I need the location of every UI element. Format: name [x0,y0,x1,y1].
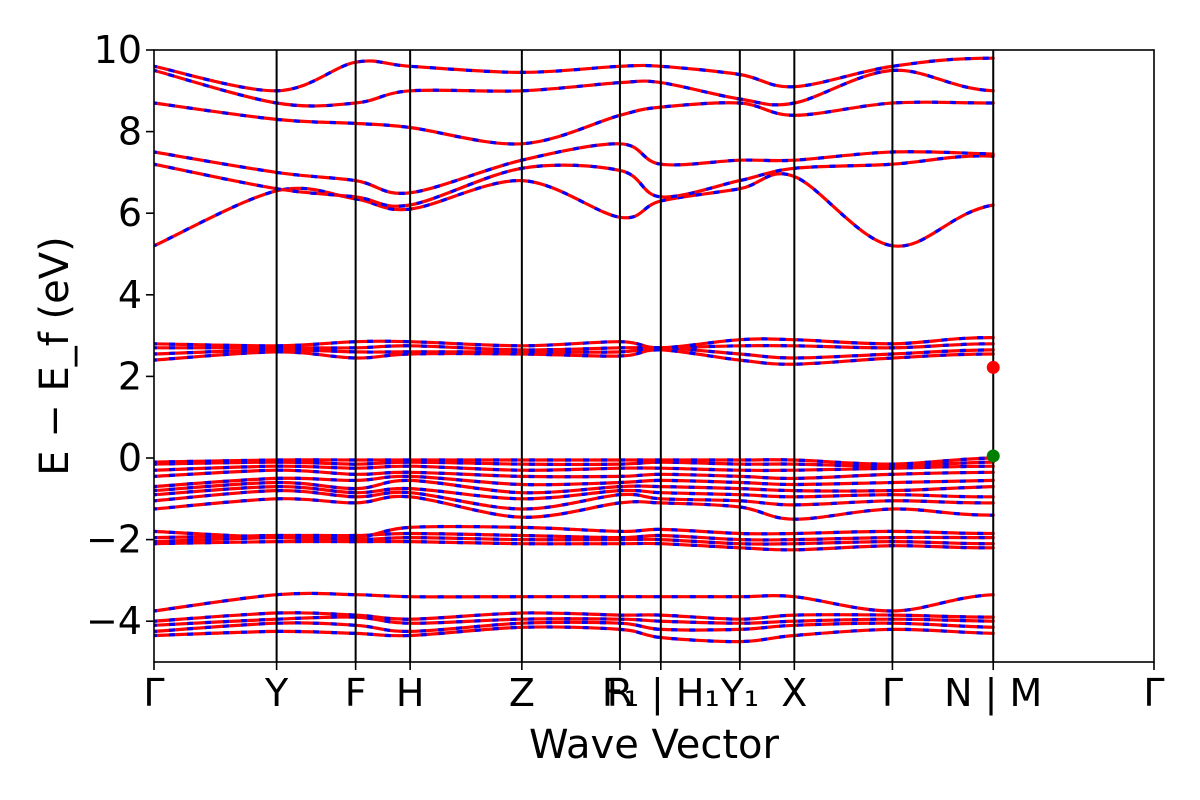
band-line-spin-down [154,478,994,495]
kpath-label: Γ [882,671,903,715]
band-line-spin-down [154,524,994,541]
band-line-spin-down [154,539,994,552]
band-line-spin-up [154,494,995,521]
y-tick-label: −4 [86,599,142,643]
y-tick-label: 6 [118,191,142,235]
band-line-spin-up [154,68,995,108]
kpath-label: F [345,671,367,715]
band-line-spin-down [154,464,994,473]
band-line-spin-down [154,531,994,542]
band-line-spin-down [154,342,994,352]
band-line-spin-down [154,494,994,521]
cbm-marker [986,360,1000,374]
kpath-label: Z [509,671,535,715]
kpath-label: H [396,671,425,715]
band-line-spin-down [154,56,994,93]
y-tick-label: 2 [118,354,142,398]
kpath-label: Γ [143,671,164,715]
x-axis-title: Wave Vector [529,722,780,768]
band-line-spin-down [154,484,994,501]
band-line-spin-down [154,488,994,511]
band-line-spin-up [154,591,995,613]
band-edge-markers [986,360,1000,463]
y-tick-label: 4 [118,273,142,317]
y-tick-label: 10 [94,28,142,72]
band-line-spin-down [154,474,994,489]
band-line-spin-up [154,625,995,644]
kpath-label: Y [264,671,289,715]
band-line-spin-down [154,154,994,208]
bands-layer [154,56,995,644]
band-line-spin-down [154,620,994,634]
vbm-marker [986,449,1000,463]
band-line-spin-down [154,100,994,146]
band-line-spin-down [154,335,994,350]
band-line-spin-down [154,468,994,481]
kpath-label: Y₁ [720,671,759,715]
band-line-spin-down [154,68,994,108]
band-line-spin-down [154,348,994,366]
kpath-label: N | M [944,671,1042,716]
band-line-spin-down [154,346,994,360]
kpath-lines [275,50,995,662]
band-line-spin-down [154,172,994,248]
band-line-spin-down [154,456,994,466]
plot-frame [153,49,1155,663]
kpath-label: R [607,671,633,715]
y-tick-label: −2 [86,518,142,562]
y-tick-label: 8 [118,110,142,154]
band-line-spin-up [154,484,995,501]
y-axis-title: E − E_f (eV) [32,236,78,475]
y-tick-label: 0 [118,436,142,480]
band-line-spin-up [154,172,995,248]
kpath-label: Γ [1143,671,1164,715]
band-line-spin-down [154,142,994,195]
band-line-spin-down [154,611,994,623]
band-line-spin-down [154,460,994,468]
y-axis-ticks: −4 −2 0 2 4 6 8 10 [86,28,154,643]
band-line-spin-down [154,625,994,644]
kpath-label: X [781,671,807,715]
band-line-spin-down [154,615,994,627]
kpath-label: F₁ | H₁ [602,671,720,716]
band-line-spin-up [154,100,995,146]
x-axis-ticks: Γ Y F H Z RF₁ | H₁ Y₁ X Γ N | M Γ [143,662,1165,716]
band-line-spin-up [154,142,995,195]
